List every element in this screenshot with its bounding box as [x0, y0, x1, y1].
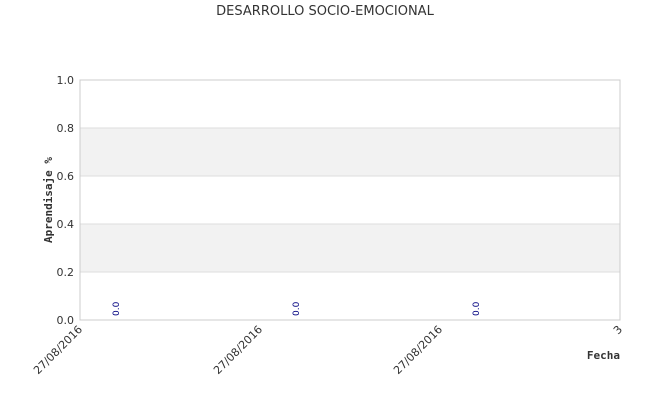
y-tick-label: 0.2: [57, 266, 75, 279]
grid-band: [80, 224, 620, 272]
grid-bands: [80, 128, 620, 272]
y-axis-ticks: 0.0 0.2 0.4 0.6 0.8 1.0: [57, 74, 75, 327]
y-axis-label: Aprendisaje %: [42, 157, 55, 243]
x-tick-label: 27/08/2016: [391, 323, 445, 377]
y-tick-label: 1.0: [57, 74, 75, 87]
data-labels: 0.0 0.0 0.0: [112, 301, 482, 316]
chart-title: DESARROLLO SOCIO-EMOCIONAL: [216, 4, 434, 19]
x-tick-label: 27/08/2016: [31, 323, 85, 377]
x-axis-ticks: 27/08/2016 27/08/2016 27/08/2016 3: [31, 323, 625, 377]
grid-band: [80, 128, 620, 176]
y-tick-label: 0.6: [57, 170, 75, 183]
y-tick-label: 0.8: [57, 122, 75, 135]
y-tick-label: 0.4: [57, 218, 75, 231]
plot-area: [79, 79, 621, 321]
x-tick-label: 27/08/2016: [211, 323, 265, 377]
data-label: 0.0: [472, 301, 482, 316]
y-tick-label: 0.0: [57, 314, 75, 327]
gridlines: [80, 79, 620, 321]
data-label: 0.0: [112, 301, 122, 316]
data-label: 0.0: [292, 301, 302, 316]
x-axis-label: Fecha: [587, 349, 620, 362]
x-tick-label: 3: [611, 323, 625, 337]
